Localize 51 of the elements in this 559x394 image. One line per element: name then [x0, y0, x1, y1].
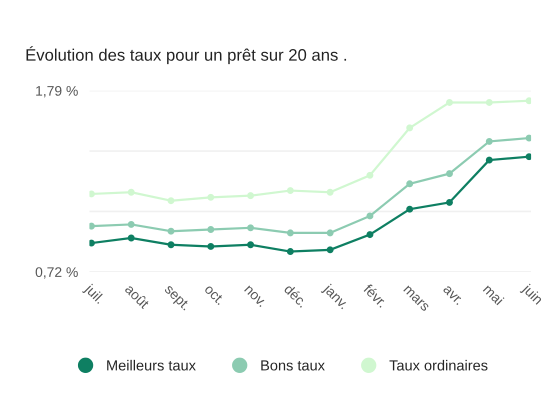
- point: [366, 172, 374, 179]
- point: [128, 188, 135, 196]
- point: [526, 97, 532, 104]
- point: [168, 197, 174, 204]
- point: [207, 242, 214, 250]
- point: [207, 226, 214, 233]
- point: [286, 187, 294, 194]
- x-tick-label: avr.: [442, 285, 463, 306]
- x-tick-label: nov.: [244, 285, 266, 308]
- point: [366, 212, 374, 220]
- point: [406, 124, 414, 132]
- point: [366, 231, 374, 238]
- y-tick-label: 0,72 %: [36, 267, 78, 279]
- point: [89, 222, 95, 230]
- x-tick-label: févr.: [362, 282, 388, 308]
- legend-label: Taux ordinaires: [389, 360, 488, 371]
- point: [247, 241, 254, 248]
- point: [247, 192, 254, 200]
- point: [406, 206, 414, 213]
- point: [446, 198, 453, 206]
- point: [168, 241, 174, 248]
- point: [128, 220, 135, 228]
- chart-title: Évolution des taux pour un prêt sur 20 ans .: [26, 46, 346, 64]
- legend-label: Meilleurs taux: [107, 360, 196, 371]
- point: [446, 99, 453, 106]
- point: [89, 240, 95, 247]
- point: [128, 234, 135, 242]
- point: [526, 153, 532, 160]
- point: [247, 224, 254, 232]
- x-tick-label: oct.: [204, 284, 225, 306]
- x-tick-label: juil.: [82, 282, 106, 306]
- point: [326, 246, 334, 254]
- x-tick-label: août: [124, 283, 150, 310]
- point: [486, 156, 493, 164]
- point: [168, 228, 174, 235]
- point: [406, 180, 414, 188]
- point: [326, 229, 334, 236]
- x-tick-label: juin: [520, 282, 544, 307]
- point: [286, 229, 294, 236]
- point: [89, 190, 95, 198]
- point: [526, 134, 532, 142]
- point: [326, 188, 334, 196]
- x-tick-label: déc.: [284, 283, 308, 308]
- point: [446, 170, 453, 178]
- point: [486, 138, 493, 145]
- point: [486, 99, 493, 106]
- point: [207, 194, 214, 201]
- point: [286, 248, 294, 256]
- legend-label: Bons taux: [261, 360, 325, 371]
- x-tick-label: mai: [482, 284, 504, 306]
- y-tick-label: 1,79 %: [36, 86, 78, 98]
